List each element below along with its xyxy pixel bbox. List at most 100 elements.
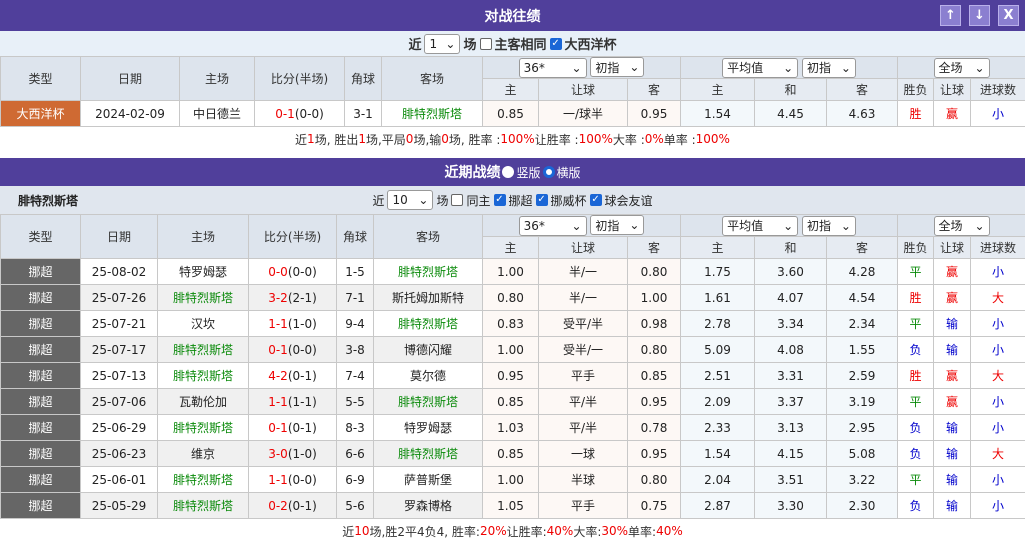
home-team-cell[interactable]: 腓特烈斯塔 (158, 363, 249, 389)
away-team-cell[interactable]: 莫尔德 (374, 363, 483, 389)
home-team-cell[interactable]: 腓特烈斯塔 (158, 415, 249, 441)
h2h-count-select[interactable]: 1⌄ (424, 34, 460, 54)
away-team-cell[interactable]: 腓特烈斯塔 (374, 389, 483, 415)
recent-filter: 腓特烈斯塔 近 10⌄ 场 同主 ✓挪超 ✓挪威杯 ✓球会友谊 (0, 186, 1025, 214)
home-team-cell[interactable]: 腓特烈斯塔 (158, 337, 249, 363)
away-team-cell[interactable]: 腓特烈斯塔 (382, 101, 483, 127)
table-row[interactable]: 挪超 25-06-29 腓特烈斯塔 0-1(0-1) 8-3 特罗姆瑟 1.03… (1, 415, 1025, 441)
score-cell: 0-1(0-0) (249, 337, 337, 363)
scope-select[interactable]: 全场⌄ (934, 58, 990, 78)
euro-company-select[interactable]: 平均值⌄ (722, 58, 798, 78)
summary-part: 1 (307, 132, 315, 146)
corner-cell: 6-9 (337, 467, 374, 493)
table-row[interactable]: 挪超 25-06-01 腓特烈斯塔 1-1(0-0) 6-9 萨普斯堡 1.00… (1, 467, 1025, 493)
asia-mode-select[interactable]: 初指⌄ (590, 57, 644, 77)
table-row[interactable]: 挪超 25-06-23 维京 3-0(1-0) 6-6 腓特烈斯塔 0.85 一… (1, 441, 1025, 467)
away-team-cell[interactable]: 萨普斯堡 (374, 467, 483, 493)
result-cell: 负 (898, 493, 934, 519)
vertical-radio[interactable] (502, 166, 514, 178)
type-cell: 挪超 (1, 311, 81, 337)
score-cell: 1-1(1-0) (249, 311, 337, 337)
home-team-cell[interactable]: 维京 (158, 441, 249, 467)
scope-select-value: 全场 (939, 59, 963, 76)
recent-count-select[interactable]: 10⌄ (387, 190, 433, 210)
league-checkbox[interactable]: ✓ (494, 194, 506, 206)
half-score: (0-1) (288, 369, 317, 383)
arrow-down-icon[interactable]: ↓ (969, 5, 990, 26)
corner-cell: 6-6 (337, 441, 374, 467)
col-type: 类型 (1, 57, 81, 101)
scope-select[interactable]: 全场⌄ (934, 216, 990, 236)
summary-part: 100% (579, 132, 613, 146)
asia-away-odds: 0.95 (628, 101, 681, 127)
col-a-home: 主 (483, 79, 539, 101)
close-icon[interactable]: X (998, 5, 1019, 26)
euro-company-select[interactable]: 平均值⌄ (722, 216, 798, 236)
away-team-cell[interactable]: 斯托姆加斯特 (374, 285, 483, 311)
result-cell: 负 (898, 441, 934, 467)
same-home-checkbox[interactable] (451, 194, 463, 206)
friendly-checkbox[interactable]: ✓ (590, 194, 602, 206)
away-team-cell[interactable]: 罗森博格 (374, 493, 483, 519)
table-row[interactable]: 挪超 25-08-02 特罗姆瑟 0-0(0-0) 1-5 腓特烈斯塔 1.00… (1, 259, 1025, 285)
goals-result-cell: 小 (971, 415, 1025, 441)
table-row[interactable]: 大西洋杯 2024-02-09 中日德兰 0-1(0-0) 3-1 腓特烈斯塔 … (1, 101, 1025, 127)
table-row[interactable]: 挪超 25-07-26 腓特烈斯塔 3-2(2-1) 7-1 斯托姆加斯特 0.… (1, 285, 1025, 311)
horizontal-radio[interactable] (543, 166, 555, 178)
company-select[interactable]: 36*⌄ (519, 216, 587, 236)
home-team-cell[interactable]: 腓特烈斯塔 (158, 493, 249, 519)
score: 0-1 (268, 343, 288, 357)
euro-mode-select[interactable]: 初指⌄ (802, 216, 856, 236)
table-row[interactable]: 挪超 25-07-13 腓特烈斯塔 4-2(0-1) 7-4 莫尔德 0.95 … (1, 363, 1025, 389)
arrow-up-icon[interactable]: ↑ (940, 5, 961, 26)
result-cell: 平 (898, 259, 934, 285)
table-row[interactable]: 挪超 25-07-21 汉坎 1-1(1-0) 9-4 腓特烈斯塔 0.83 受… (1, 311, 1025, 337)
asia-mode-select[interactable]: 初指⌄ (590, 215, 644, 235)
company-select[interactable]: 36*⌄ (519, 58, 587, 78)
away-team-cell[interactable]: 腓特烈斯塔 (374, 311, 483, 337)
score-cell: 4-2(0-1) (249, 363, 337, 389)
date-cell: 25-07-21 (81, 311, 158, 337)
away-team-cell[interactable]: 腓特烈斯塔 (374, 441, 483, 467)
home-team-cell[interactable]: 瓦勒伦加 (158, 389, 249, 415)
type-cell: 大西洋杯 (1, 101, 81, 127)
home-team-cell[interactable]: 腓特烈斯塔 (158, 285, 249, 311)
table-row[interactable]: 挪超 25-07-17 腓特烈斯塔 0-1(0-0) 3-8 博德闪耀 1.00… (1, 337, 1025, 363)
home-team-cell[interactable]: 汉坎 (158, 311, 249, 337)
league-checkbox[interactable]: ✓ (550, 38, 562, 50)
euro-home-odds: 1.54 (681, 101, 755, 127)
home-team-cell[interactable]: 特罗姆瑟 (158, 259, 249, 285)
score-cell: 0-1(0-0) (255, 101, 345, 127)
home-team-cell[interactable]: 中日德兰 (180, 101, 255, 127)
score-cell: 3-2(2-1) (249, 285, 337, 311)
euro-mode-select[interactable]: 初指⌄ (802, 58, 856, 78)
result-cell: 平 (898, 467, 934, 493)
table-row[interactable]: 挪超 25-07-06 瓦勒伦加 1-1(1-1) 5-5 腓特烈斯塔 0.85… (1, 389, 1025, 415)
col-a-line: 让球 (539, 237, 628, 259)
corner-cell: 9-4 (337, 311, 374, 337)
chevron-down-icon: ⌄ (841, 61, 851, 75)
away-team-cell[interactable]: 博德闪耀 (374, 337, 483, 363)
type-cell: 挪超 (1, 441, 81, 467)
asia-home-odds: 0.85 (483, 441, 539, 467)
euro-home-odds: 1.54 (681, 441, 755, 467)
summary-part: 场, 胜率 : (449, 131, 501, 148)
summary-part: 1 (358, 132, 366, 146)
away-team-cell[interactable]: 腓特烈斯塔 (374, 259, 483, 285)
date-cell: 25-07-17 (81, 337, 158, 363)
score-cell: 1-1(0-0) (249, 467, 337, 493)
type-cell: 挪超 (1, 337, 81, 363)
asia-line: 一/球半 (539, 101, 628, 127)
same-home-label: 同主 (466, 192, 490, 209)
same-home-checkbox[interactable] (480, 38, 492, 50)
col-type: 类型 (1, 215, 81, 259)
cup-checkbox[interactable]: ✓ (536, 194, 548, 206)
type-cell: 挪超 (1, 285, 81, 311)
home-team-cell[interactable]: 腓特烈斯塔 (158, 467, 249, 493)
recent-table: 类型日期主场比分(半场)角球客场 36*⌄ 初指⌄ 平均值⌄ 初指⌄ 全场⌄ 主… (0, 214, 1025, 519)
summary-part: 场,输 (413, 131, 441, 148)
away-team-cell[interactable]: 特罗姆瑟 (374, 415, 483, 441)
table-row[interactable]: 挪超 25-05-29 腓特烈斯塔 0-2(0-1) 5-6 罗森博格 1.05… (1, 493, 1025, 519)
horizontal-label: 横版 (557, 164, 581, 181)
result-cell: 平 (898, 389, 934, 415)
